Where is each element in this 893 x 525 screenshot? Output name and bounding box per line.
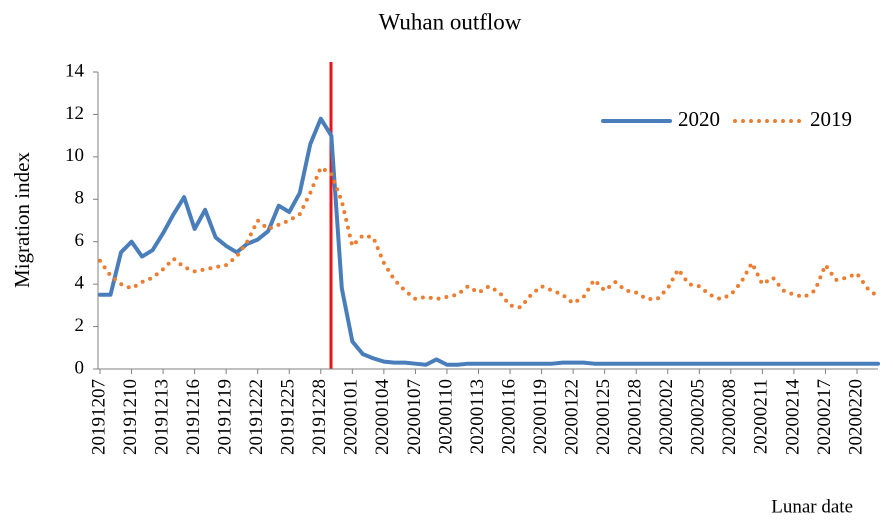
- x-tick-label: 20200116: [498, 379, 519, 454]
- x-tick-label: 20191210: [120, 379, 141, 455]
- x-tick-label: 20200110: [435, 379, 456, 454]
- y-tick-label: 0: [75, 357, 85, 378]
- legend-label: 2020: [678, 107, 720, 131]
- x-tick-label: 20200202: [656, 379, 677, 455]
- x-tick-label: 20200113: [467, 379, 488, 454]
- y-tick-label: 4: [75, 273, 85, 294]
- legend-label: 2019: [810, 107, 852, 131]
- x-tick-label: 20191222: [246, 379, 267, 455]
- x-tick-label: 20191219: [215, 379, 236, 455]
- x-tick-label: 20191228: [309, 379, 330, 455]
- x-tick-label: 20200125: [593, 379, 614, 455]
- y-tick-label: 10: [65, 145, 84, 166]
- x-tick-label: 20191213: [151, 379, 172, 455]
- x-tick-label: 20191207: [88, 379, 109, 455]
- x-tick-label: 20191225: [278, 379, 299, 455]
- y-tick-label: 8: [75, 188, 85, 209]
- y-tick-label: 2: [75, 315, 85, 336]
- x-tick-label: 20200208: [719, 379, 740, 455]
- y-tick-label: 12: [65, 103, 84, 124]
- y-tick-label: 6: [75, 230, 85, 251]
- x-tick-label: 20200119: [530, 379, 551, 454]
- chart-title: Wuhan outflow: [379, 9, 522, 34]
- x-axis-label: Lunar date: [771, 496, 853, 517]
- x-tick-label: 20200214: [782, 379, 803, 456]
- x-tick-label: 20200107: [404, 379, 425, 455]
- x-tick-label: 20191216: [183, 379, 204, 455]
- x-tick-label: 20200104: [372, 379, 393, 456]
- series-line: [98, 165, 881, 310]
- y-tick-label: 14: [65, 60, 85, 81]
- x-tick-label: 20200217: [814, 379, 835, 455]
- x-tick-label: 20200101: [341, 379, 362, 455]
- y-axis-label: Migration index: [10, 152, 34, 288]
- x-tick-label: 20200128: [625, 379, 646, 455]
- x-tick-label: 20200122: [561, 379, 582, 455]
- series-line: [98, 116, 881, 367]
- x-tick-label: 20200211: [751, 379, 772, 454]
- x-tick-label: 20200205: [688, 379, 709, 455]
- x-tick-label: 20200220: [845, 379, 866, 455]
